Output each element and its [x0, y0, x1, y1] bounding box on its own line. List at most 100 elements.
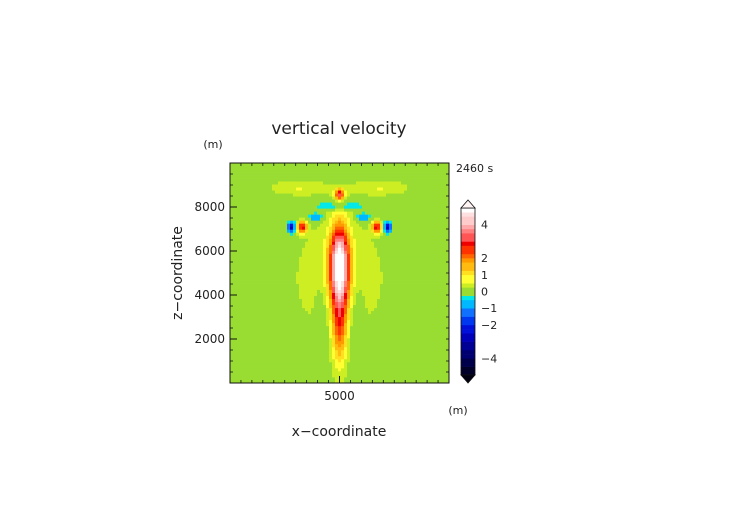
heatmap-cell — [410, 211, 414, 215]
heatmap-cell — [419, 379, 423, 383]
heatmap-cell — [362, 247, 366, 251]
heatmap-cell — [443, 217, 447, 221]
heatmap-cell — [407, 274, 411, 278]
heatmap-cell — [302, 181, 306, 185]
heatmap-cell — [362, 358, 366, 363]
heatmap-cell — [320, 310, 324, 315]
heatmap-cell — [428, 304, 432, 309]
heatmap-cell — [374, 304, 378, 309]
heatmap-cell — [272, 256, 276, 260]
heatmap-cell — [350, 370, 354, 375]
heatmap-cell — [359, 316, 363, 321]
heatmap-cell — [386, 334, 390, 339]
heatmap-cell — [260, 355, 264, 360]
heatmap-cell — [431, 319, 435, 324]
heatmap-cell — [269, 358, 273, 363]
heatmap-cell — [245, 181, 249, 185]
heatmap-cell — [284, 280, 288, 284]
heatmap-cell — [407, 352, 411, 357]
heatmap-cell — [422, 379, 426, 383]
heatmap-cell — [437, 310, 441, 315]
heatmap-cell — [353, 181, 357, 185]
heatmap-cell — [368, 304, 372, 309]
heatmap-cell — [320, 367, 324, 372]
heatmap-cell — [344, 322, 348, 327]
heatmap-cell — [440, 355, 444, 360]
heatmap-cell — [428, 199, 432, 203]
heatmap-cell — [275, 187, 279, 191]
heatmap-cell — [257, 250, 261, 254]
heatmap-cell — [254, 319, 258, 324]
heatmap-cell — [362, 187, 366, 191]
heatmap-cell — [254, 328, 258, 333]
heatmap-cell — [290, 322, 294, 327]
heatmap-cell — [275, 280, 279, 284]
heatmap-cell — [239, 178, 243, 182]
heatmap-cell — [404, 304, 408, 309]
heatmap-cell — [377, 193, 381, 197]
heatmap-cell — [362, 355, 366, 360]
heatmap-cell — [323, 259, 327, 263]
heatmap-cell — [395, 181, 399, 185]
heatmap-cell — [290, 361, 294, 366]
heatmap-cell — [254, 379, 258, 383]
heatmap-cell — [281, 379, 285, 383]
heatmap-cell — [425, 253, 429, 257]
heatmap-cell — [260, 313, 264, 318]
heatmap-cell — [353, 211, 357, 215]
heatmap-cell — [302, 286, 306, 290]
heatmap-cell — [326, 259, 330, 263]
heatmap-cell — [299, 301, 303, 306]
heatmap-cell — [284, 373, 288, 378]
heatmap-cell — [302, 256, 306, 260]
heatmap-cell — [443, 196, 447, 200]
heatmap-cell — [416, 244, 420, 248]
heatmap-cell — [269, 271, 273, 275]
heatmap-cell — [344, 205, 348, 209]
heatmap-cell — [401, 298, 405, 303]
heatmap-cell — [242, 364, 246, 369]
heatmap-cell — [248, 259, 252, 263]
heatmap-cell — [248, 217, 252, 221]
heatmap-cell — [257, 370, 261, 375]
heatmap-cell — [431, 379, 435, 383]
heatmap-cell — [326, 379, 330, 383]
heatmap-cell — [359, 358, 363, 363]
heatmap-cell — [284, 334, 288, 339]
heatmap-cell — [374, 325, 378, 330]
heatmap-cell — [356, 238, 360, 242]
heatmap-cell — [266, 196, 270, 200]
heatmap-cell — [257, 292, 261, 296]
heatmap-cell — [365, 190, 369, 194]
heatmap-cell — [359, 340, 363, 345]
heatmap-cell — [275, 352, 279, 357]
heatmap-cell — [308, 340, 312, 345]
heatmap-cell — [242, 304, 246, 309]
heatmap-cell — [434, 292, 438, 296]
heatmap-cell — [230, 307, 234, 312]
heatmap-cell — [386, 202, 390, 206]
heatmap-cell — [446, 325, 449, 330]
heatmap-cell — [341, 271, 345, 275]
heatmap-cell — [353, 373, 357, 378]
heatmap-cell — [308, 331, 312, 336]
heatmap-cell — [338, 217, 342, 221]
heatmap-cell — [440, 187, 444, 191]
heatmap-cell — [413, 277, 417, 281]
heatmap-cell — [347, 370, 351, 375]
heatmap-cell — [371, 253, 375, 257]
heatmap-cell — [284, 376, 288, 381]
heatmap-cell — [236, 361, 240, 366]
heatmap-cell — [380, 337, 384, 342]
heatmap-cell — [305, 187, 309, 191]
heatmap-cell — [233, 190, 237, 194]
heatmap-cell — [413, 211, 417, 215]
heatmap-cell — [293, 325, 297, 330]
heatmap-cell — [413, 190, 417, 194]
heatmap-cell — [329, 379, 333, 383]
heatmap-cell — [278, 298, 282, 303]
heatmap-cell — [236, 280, 240, 284]
heatmap-cell — [284, 214, 288, 218]
heatmap-cell — [401, 301, 405, 306]
heatmap-cell — [344, 352, 348, 357]
